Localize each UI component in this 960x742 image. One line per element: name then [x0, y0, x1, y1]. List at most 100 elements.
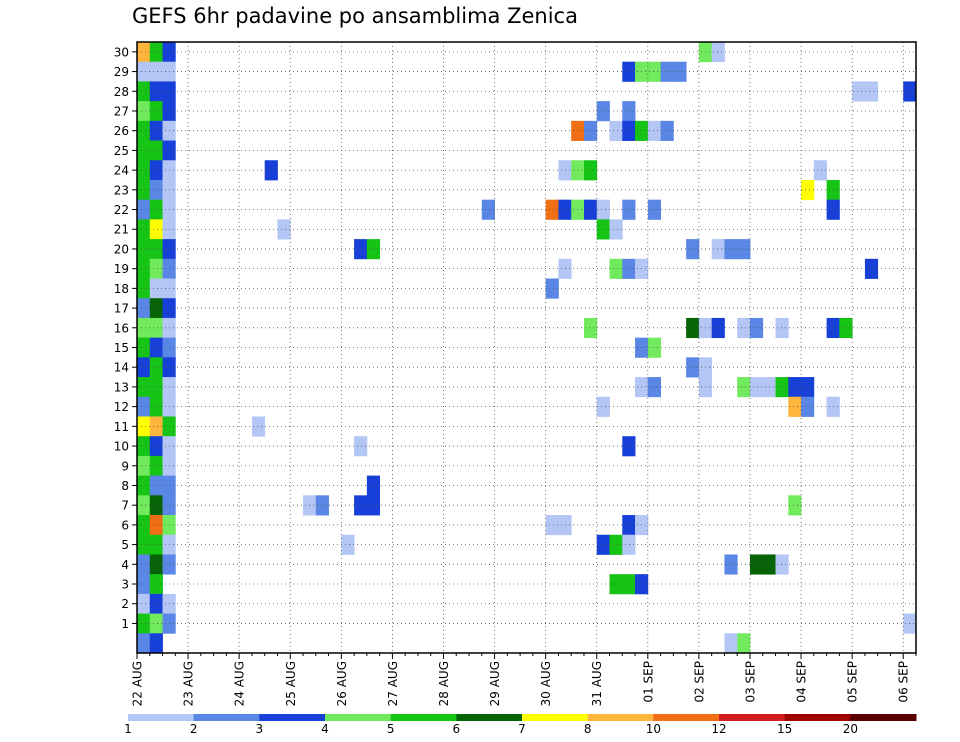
colorbar-swatch	[784, 714, 851, 721]
heatmap-cell	[737, 633, 751, 654]
heatmap-cell	[801, 377, 815, 398]
colorbar-swatch	[587, 714, 654, 721]
x-tick-label: 06 SEP	[897, 661, 911, 703]
heatmap-cell	[737, 317, 751, 339]
heatmap-cell	[149, 396, 163, 417]
heatmap-cell	[354, 239, 368, 260]
heatmap-cell	[596, 219, 610, 240]
heatmap-cell	[149, 317, 163, 339]
heatmap-cell	[609, 534, 623, 555]
heatmap-cell	[137, 495, 151, 516]
heatmap-cell	[137, 574, 151, 595]
colorbar-swatch	[128, 714, 195, 721]
heatmap-cell	[622, 515, 636, 536]
heatmap-cell	[864, 81, 879, 102]
heatmap-cell	[137, 593, 151, 614]
heatmap-cell	[686, 239, 700, 260]
heatmap-cell	[622, 120, 636, 141]
x-tick-label: 03 SEP	[743, 661, 757, 703]
x-tick-label: 22 AUG	[131, 661, 145, 706]
heatmap-cell	[277, 219, 291, 240]
heatmap-cell	[137, 377, 151, 398]
heatmap-cell	[749, 317, 764, 339]
heatmap-cell	[660, 61, 674, 82]
heatmap-cell	[137, 160, 151, 181]
heatmap-cell	[647, 377, 661, 398]
heatmap-cell	[686, 357, 700, 378]
colorbar-label: 4	[321, 722, 329, 736]
gridlines	[137, 42, 916, 653]
colorbar-label: 12	[711, 722, 726, 736]
heatmap-cell	[622, 199, 636, 220]
heatmap-cell	[315, 495, 329, 516]
heatmap-cell	[137, 337, 151, 358]
heatmap-cell	[137, 396, 151, 417]
colorbar-label: 8	[584, 722, 592, 736]
heatmap-cell	[647, 61, 661, 82]
x-tick-label: 23 AUG	[182, 661, 196, 706]
y-axis: 1234567891011121314151617181920212223242…	[114, 45, 137, 631]
heatmap-cell	[149, 258, 163, 279]
heatmap-cell	[354, 495, 368, 516]
heatmap-cell	[149, 199, 163, 220]
heatmap-cell	[622, 436, 636, 457]
heatmap-cell	[596, 396, 610, 417]
y-tick-label: 9	[121, 459, 129, 473]
y-tick-label: 15	[114, 341, 129, 355]
heatmap-cell	[341, 534, 355, 555]
heatmap-cell	[149, 81, 163, 102]
heatmap-cell	[647, 199, 661, 220]
heatmap-cell	[545, 199, 559, 220]
heatmap-cell	[149, 120, 163, 141]
x-tick-label: 27 AUG	[386, 661, 400, 706]
heatmap-cell	[149, 239, 163, 260]
y-tick-label: 16	[114, 321, 129, 335]
x-tick-label: 31 AUG	[590, 661, 604, 706]
x-tick-label: 01 SEP	[641, 661, 655, 703]
heatmap-cell	[647, 120, 661, 141]
heatmap-cell	[149, 160, 163, 181]
colorbar-label: 10	[646, 722, 661, 736]
heatmap-cell	[149, 534, 163, 555]
y-tick-label: 11	[114, 420, 129, 434]
x-tick-label: 30 AUG	[539, 661, 553, 706]
heatmap-cell	[801, 179, 815, 201]
y-tick-label: 29	[114, 65, 129, 79]
x-tick-label: 02 SEP	[692, 661, 706, 703]
heatmap-cell	[622, 574, 636, 595]
colorbar-swatch	[456, 714, 523, 721]
heatmap-cell	[711, 239, 725, 260]
y-tick-label: 4	[121, 558, 129, 572]
y-tick-label: 20	[114, 242, 129, 256]
y-tick-label: 27	[114, 104, 129, 118]
x-tick-label: 28 AUG	[437, 661, 451, 706]
heatmap-cell	[775, 377, 789, 398]
heatmap-cell	[137, 61, 151, 82]
heatmap-cell	[137, 179, 151, 201]
heatmap-cell	[137, 219, 151, 240]
heatmap-cell	[622, 61, 636, 82]
heatmap-cell	[609, 219, 623, 240]
heatmap-cell	[251, 416, 266, 437]
heatmap-cell	[149, 179, 163, 201]
heatmap-cell	[149, 436, 163, 457]
heatmap-cell	[149, 101, 163, 122]
colorbar-label: 5	[387, 722, 395, 736]
x-tick-label: 29 AUG	[488, 661, 502, 706]
heatmap-cell	[137, 42, 151, 63]
colorbar-swatch	[653, 714, 720, 721]
y-tick-label: 14	[114, 361, 129, 375]
heatmap-cell	[609, 258, 623, 279]
heatmap-cell	[137, 515, 151, 536]
heatmap-cell	[545, 278, 559, 299]
y-tick-label: 26	[114, 124, 129, 138]
y-tick-label: 19	[114, 262, 129, 276]
x-tick-label: 24 AUG	[233, 661, 247, 706]
heatmap-cell	[137, 258, 151, 279]
heatmap-cell	[149, 613, 163, 634]
colorbar-swatch	[259, 714, 326, 721]
heatmap-cell	[711, 42, 725, 63]
heatmap-cell	[149, 298, 163, 319]
colorbar-label: 1	[124, 722, 132, 736]
heatmap-cell	[137, 101, 151, 122]
